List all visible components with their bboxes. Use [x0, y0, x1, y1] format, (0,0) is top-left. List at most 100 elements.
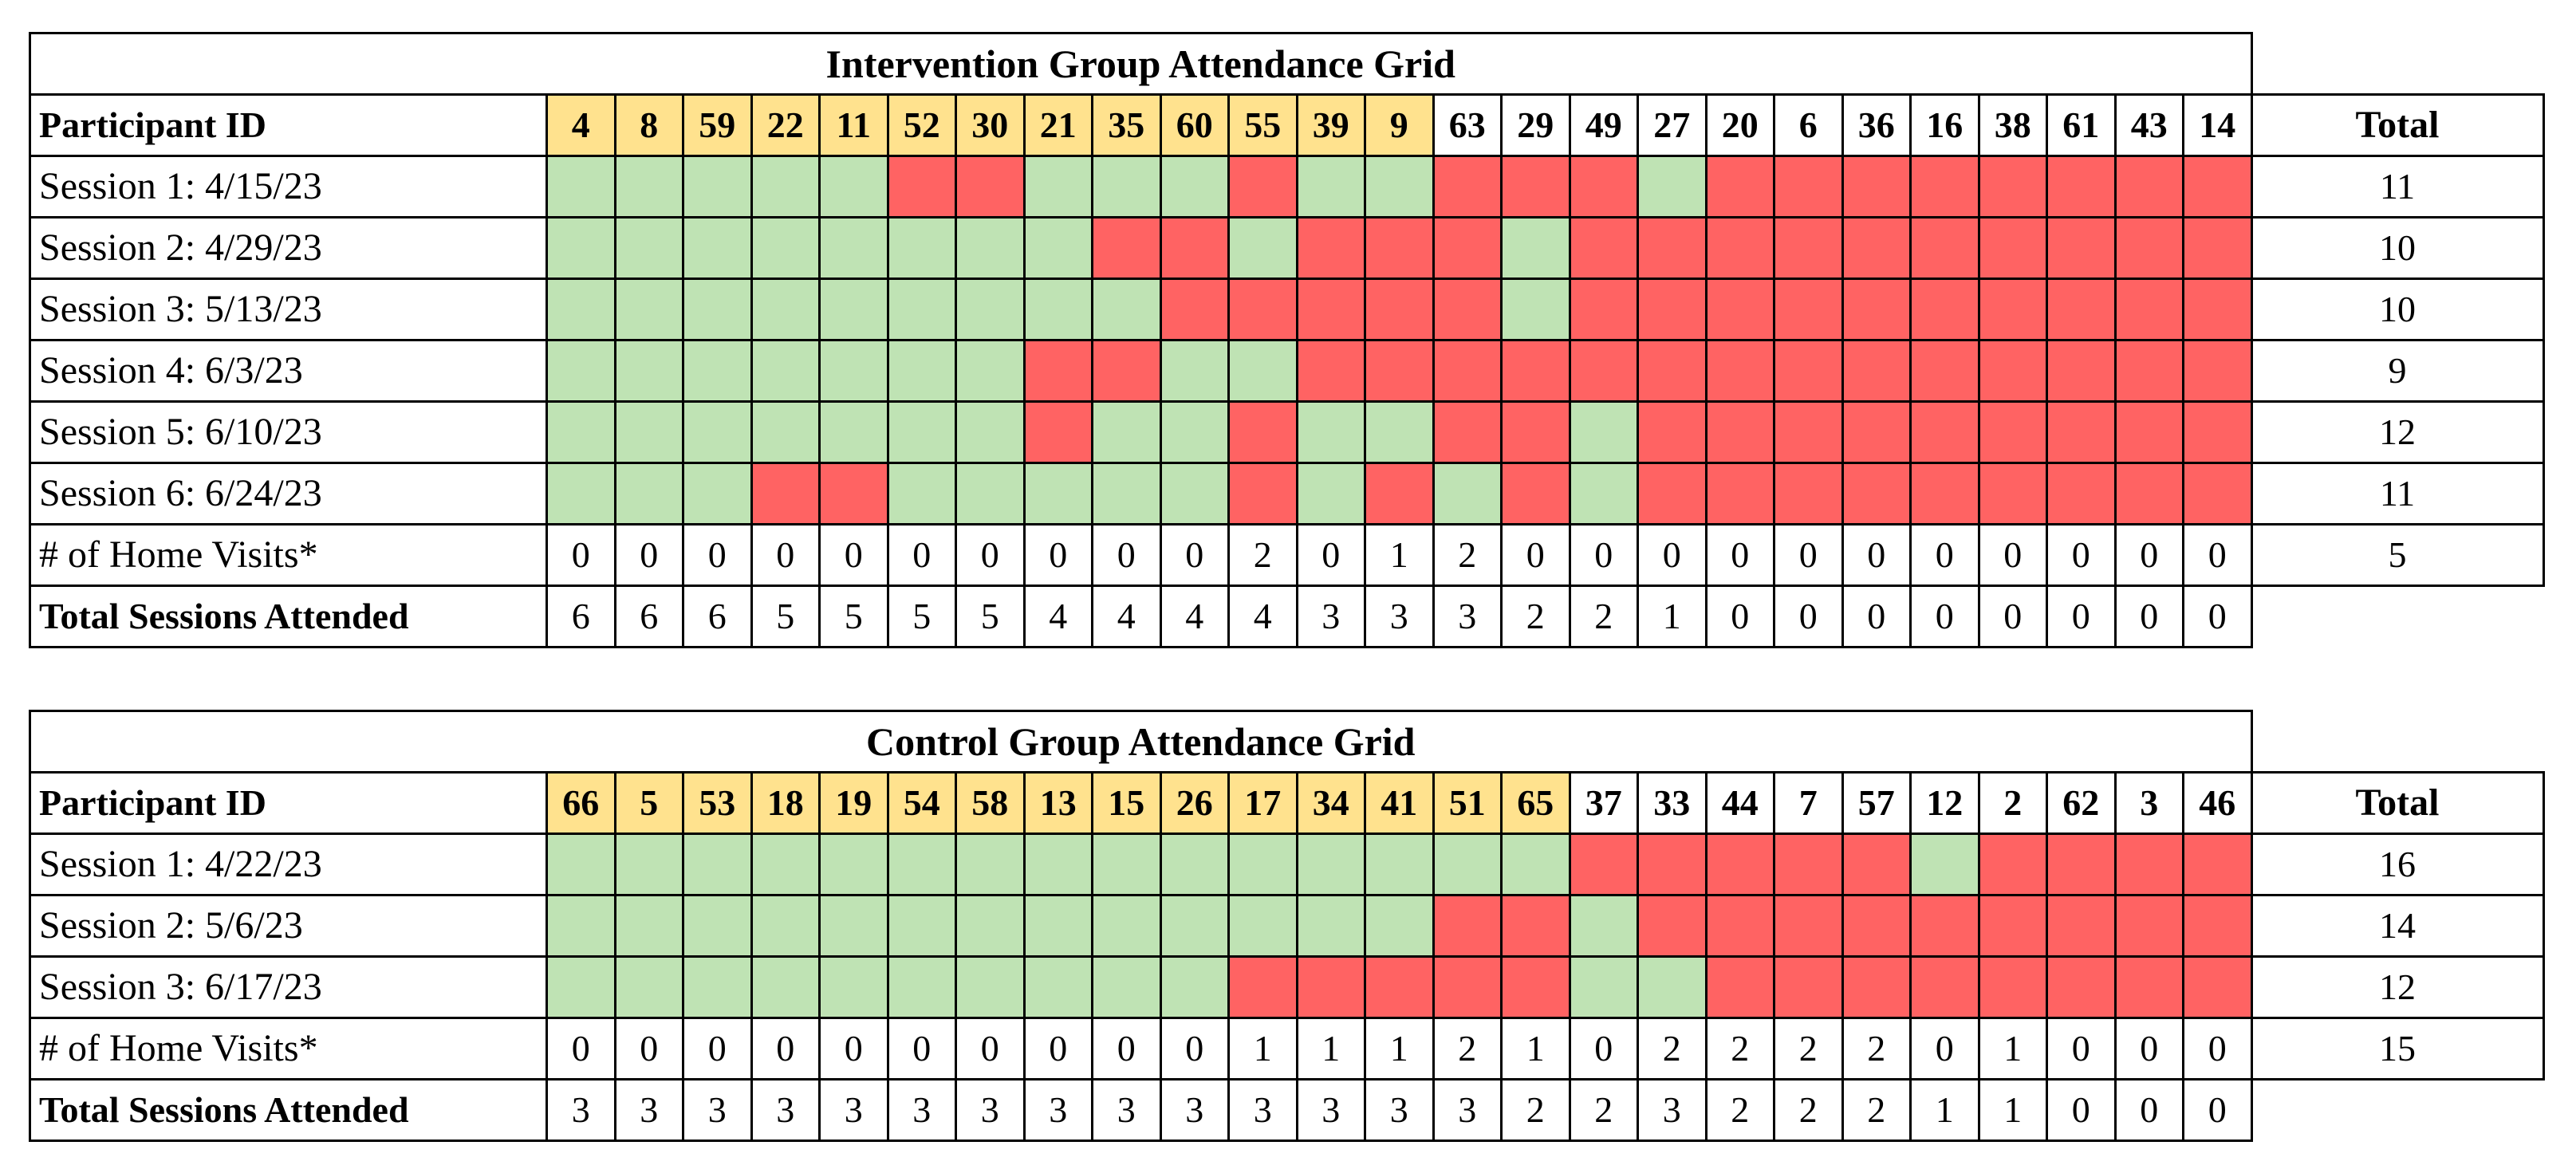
attended-cell — [1091, 155, 1162, 218]
session-row: Session 3: 5/13/23 10 — [29, 278, 2545, 341]
total-attended-cell: 3 — [1364, 585, 1435, 648]
absent-cell — [2046, 339, 2117, 403]
home-visits-label: # of Home Visits* — [29, 523, 548, 587]
absent-cell — [1773, 955, 1844, 1019]
home-visits-cell: 0 — [2113, 1017, 2184, 1080]
absent-cell — [2046, 462, 2117, 525]
absent-cell — [1841, 400, 1912, 464]
attended-cell — [818, 339, 889, 403]
participant-id-cell: 13 — [1022, 771, 1093, 835]
absent-cell — [1364, 955, 1435, 1019]
absent-cell — [2113, 833, 2184, 896]
absent-cell — [1841, 155, 1912, 218]
attended-cell — [750, 955, 821, 1019]
total-attended-cell: 0 — [2182, 585, 2253, 648]
attended-cell — [1432, 833, 1503, 896]
absent-cell — [2046, 833, 2117, 896]
attended-cell — [1091, 894, 1162, 958]
home-visits-cell: 0 — [613, 523, 684, 587]
session-row: Session 6: 6/24/23 11 — [29, 462, 2545, 525]
session-total: 11 — [2250, 155, 2545, 218]
attended-cell — [886, 216, 957, 280]
absent-cell — [2113, 462, 2184, 525]
attended-cell — [613, 278, 684, 341]
attended-cell — [1022, 216, 1093, 280]
attended-cell — [1295, 833, 1366, 896]
absent-cell — [1227, 462, 1298, 525]
absent-cell — [1841, 339, 1912, 403]
attended-cell — [613, 833, 684, 896]
absent-cell — [1909, 894, 1980, 958]
attended-cell — [1159, 894, 1230, 958]
participant-id-cell: 21 — [1022, 93, 1093, 157]
attended-cell — [750, 216, 821, 280]
absent-cell — [1704, 894, 1775, 958]
attended-cell — [546, 400, 616, 464]
total-attended-cell: 2 — [1500, 1078, 1571, 1142]
absent-cell — [2182, 955, 2253, 1019]
absent-cell — [2113, 155, 2184, 218]
home-visits-cell: 0 — [1977, 523, 2048, 587]
absent-cell — [2182, 339, 2253, 403]
total-attended-cell: 3 — [1295, 585, 1366, 648]
attended-cell — [1159, 833, 1230, 896]
home-visits-cell: 0 — [1568, 1017, 1639, 1080]
absent-cell — [750, 462, 821, 525]
session-row: Session 4: 6/3/23 9 — [29, 339, 2545, 403]
attended-cell — [1909, 833, 1980, 896]
participant-id-cell: 43 — [2113, 93, 2184, 157]
total-attended-spacer — [2251, 1080, 2543, 1141]
total-attended-cell: 2 — [1500, 585, 1571, 648]
total-attended-cell: 3 — [1022, 1078, 1093, 1142]
home-visits-cell: 0 — [682, 1017, 753, 1080]
absent-cell — [1364, 462, 1435, 525]
attended-cell — [682, 400, 753, 464]
participant-id-cell: 49 — [1568, 93, 1639, 157]
attended-cell — [750, 894, 821, 958]
home-visits-cell: 0 — [613, 1017, 684, 1080]
participant-id-cell: 65 — [1500, 771, 1571, 835]
total-attended-label: Total Sessions Attended — [29, 1078, 548, 1142]
absent-cell — [1909, 216, 1980, 280]
absent-cell — [1977, 278, 2048, 341]
attended-cell — [955, 339, 1026, 403]
participant-id-cell: 2 — [1977, 771, 2048, 835]
attended-cell — [1500, 278, 1571, 341]
home-visits-cell: 2 — [1704, 1017, 1775, 1080]
absent-cell — [1159, 216, 1230, 280]
attended-cell — [955, 462, 1026, 525]
participant-id-cell: 29 — [1500, 93, 1571, 157]
grid-title: Intervention Group Attendance Grid — [29, 32, 2253, 96]
absent-cell — [1977, 955, 2048, 1019]
absent-cell — [1295, 278, 1366, 341]
participant-id-cell: 51 — [1432, 771, 1503, 835]
absent-cell — [1704, 833, 1775, 896]
attendance-table: Intervention Group Attendance Grid Partic… — [29, 32, 2545, 648]
attended-cell — [613, 955, 684, 1019]
participant-id-cell: 30 — [955, 93, 1026, 157]
absent-cell — [1977, 462, 2048, 525]
absent-cell — [2113, 339, 2184, 403]
control-grid: Control Group Attendance Grid Participant… — [29, 710, 2545, 1142]
absent-cell — [1568, 339, 1639, 403]
absent-cell — [1773, 155, 1844, 218]
attended-cell — [1022, 462, 1093, 525]
attended-cell — [750, 339, 821, 403]
participant-id-cell: 60 — [1159, 93, 1230, 157]
total-attended-cell: 0 — [2182, 1078, 2253, 1142]
participant-id-cell: 62 — [2046, 771, 2117, 835]
total-attended-cell: 0 — [1841, 585, 1912, 648]
attended-cell — [546, 894, 616, 958]
absent-cell — [2182, 833, 2253, 896]
total-attended-cell: 4 — [1227, 585, 1298, 648]
session-total: 16 — [2250, 833, 2545, 896]
attended-cell — [1295, 400, 1366, 464]
home-visits-cell: 0 — [1909, 523, 1980, 587]
absent-cell — [1637, 339, 1707, 403]
participant-id-cell: 46 — [2182, 771, 2253, 835]
attended-cell — [818, 894, 889, 958]
attended-cell — [1091, 955, 1162, 1019]
absent-cell — [1977, 216, 2048, 280]
attended-cell — [818, 833, 889, 896]
home-visits-cell: 0 — [750, 523, 821, 587]
